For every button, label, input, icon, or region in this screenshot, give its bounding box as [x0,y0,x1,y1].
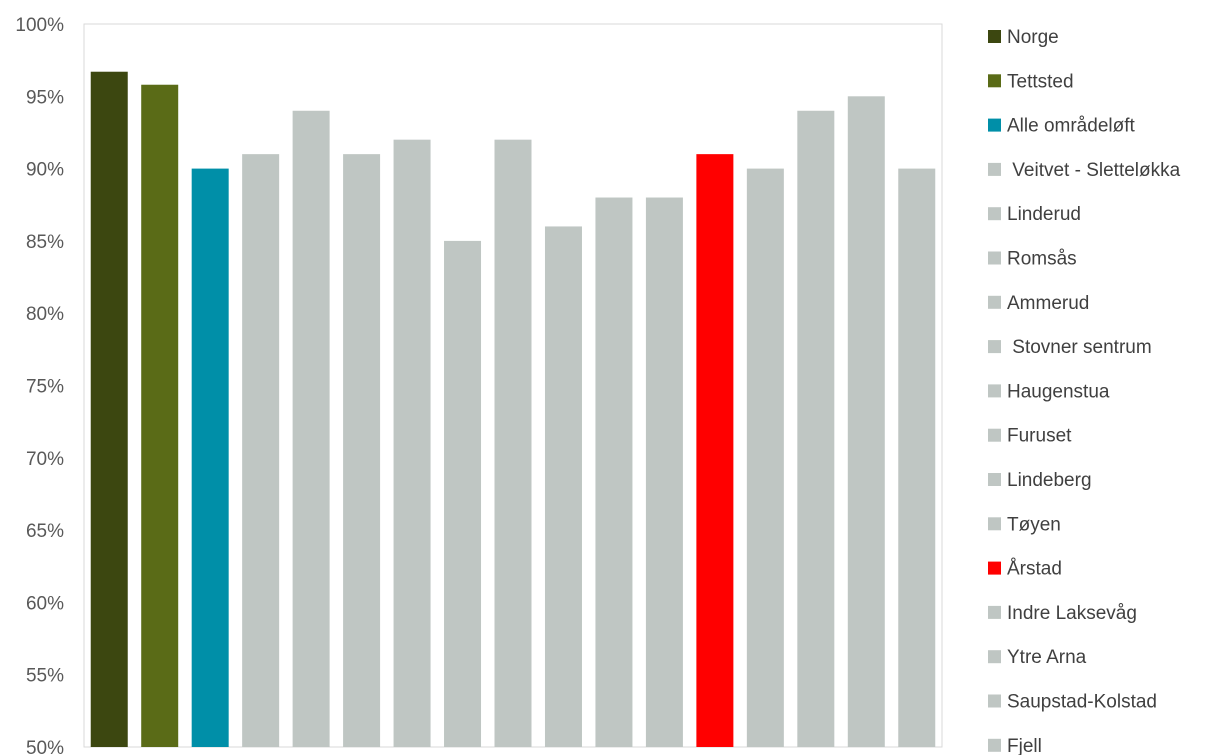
legend-item: Furuset [988,426,1072,447]
bars [90,71,936,748]
legend-label: Furuset [1007,426,1072,447]
legend-label: Tettsted [1007,71,1074,92]
legend-swatch [988,74,1001,88]
legend-swatch [988,384,1001,398]
legend-item: Lindeberg [988,470,1092,491]
bar-13 [746,168,784,748]
legend-swatch [988,605,1001,619]
legend-item: Romsås [988,249,1077,270]
legend-item: Indre Laksevåg [988,603,1137,624]
y-tick-label: 65% [26,521,64,542]
legend-swatch [988,561,1001,575]
bar-9 [544,226,582,747]
y-tick-label: 70% [26,449,64,470]
legend-label: Stovner sentrum [1007,337,1152,358]
y-axis: 50% 55% 60% 65% 70% 75% 80% 85% 90% 95% 100% [15,15,64,755]
legend-item: Tettsted [988,71,1074,92]
legend-swatch [988,251,1001,265]
y-tick-label: 90% [26,160,64,181]
bar-10 [595,197,633,747]
legend-swatch [988,207,1001,221]
legend-item: Tøyen [988,514,1061,535]
legend-label: Saupstad-Kolstad [1007,692,1157,713]
legend-swatch [988,340,1001,354]
legend-label: Tøyen [1007,514,1061,535]
bar-16 [898,168,936,748]
y-tick-label: 50% [26,738,64,755]
bar-2 [191,168,229,748]
y-tick-label: 80% [26,304,64,325]
bar-15 [847,96,885,748]
legend-label: Indre Laksevåg [1007,603,1137,624]
legend-swatch [988,428,1001,442]
legend-item: Haugenstua [988,381,1110,402]
bar-1 [141,84,179,748]
legend-swatch [988,473,1001,486]
legend-swatch [988,295,1001,309]
legend-item: Stovner sentrum [988,337,1152,358]
legend-swatch [988,650,1001,664]
bar-3 [242,154,280,747]
bar-0 [90,71,128,748]
bar-8 [494,139,532,747]
bar-12 [696,154,734,747]
legend-label: Veitvet - Sletteløkka [1007,160,1181,181]
bar-14 [797,110,835,747]
legend-label: Ammerud [1007,293,1089,314]
legend-item: Årstad [988,559,1062,580]
legend-label: Linderud [1007,204,1081,225]
bar-5 [343,154,381,747]
legend-label: Fjell [1007,736,1042,755]
legend-swatch [988,162,1001,176]
bar-4 [292,110,330,747]
legend-item: Linderud [988,204,1081,225]
bar-6 [393,139,431,747]
legend-swatch [988,738,1001,752]
y-tick-label: 75% [26,377,64,398]
legend-label: Ytre Arna [1007,647,1087,668]
legend-label: Alle områdeløft [1007,116,1135,137]
bar-11 [645,197,683,747]
legend-label: Årstad [1007,559,1062,580]
legend-swatch [988,694,1001,708]
y-tick-label: 85% [26,232,64,253]
legend-label: Haugenstua [1007,381,1110,402]
legend-label: Romsås [1007,249,1077,270]
y-tick-label: 95% [26,87,64,108]
legend: Norge Tettsted Alle områdeløft Veitvet - S… [988,27,1181,755]
y-tick-label: 55% [26,666,64,687]
legend-swatch [988,517,1001,531]
legend-swatch [988,30,1001,43]
legend-item: Fjell [988,736,1042,755]
legend-item: Veitvet - Sletteløkka [988,160,1181,181]
y-tick-label: 60% [26,593,64,614]
legend-item: Ytre Arna [988,647,1087,668]
legend-swatch [988,118,1001,132]
bar-7 [444,240,482,747]
legend-item: Saupstad-Kolstad [988,692,1157,713]
legend-label: Lindeberg [1007,470,1092,491]
legend-item: Norge [988,27,1059,48]
legend-item: Ammerud [988,293,1089,314]
legend-label: Norge [1007,27,1059,48]
y-tick-label: 100% [15,15,64,36]
legend-item: Alle områdeløft [988,116,1135,137]
